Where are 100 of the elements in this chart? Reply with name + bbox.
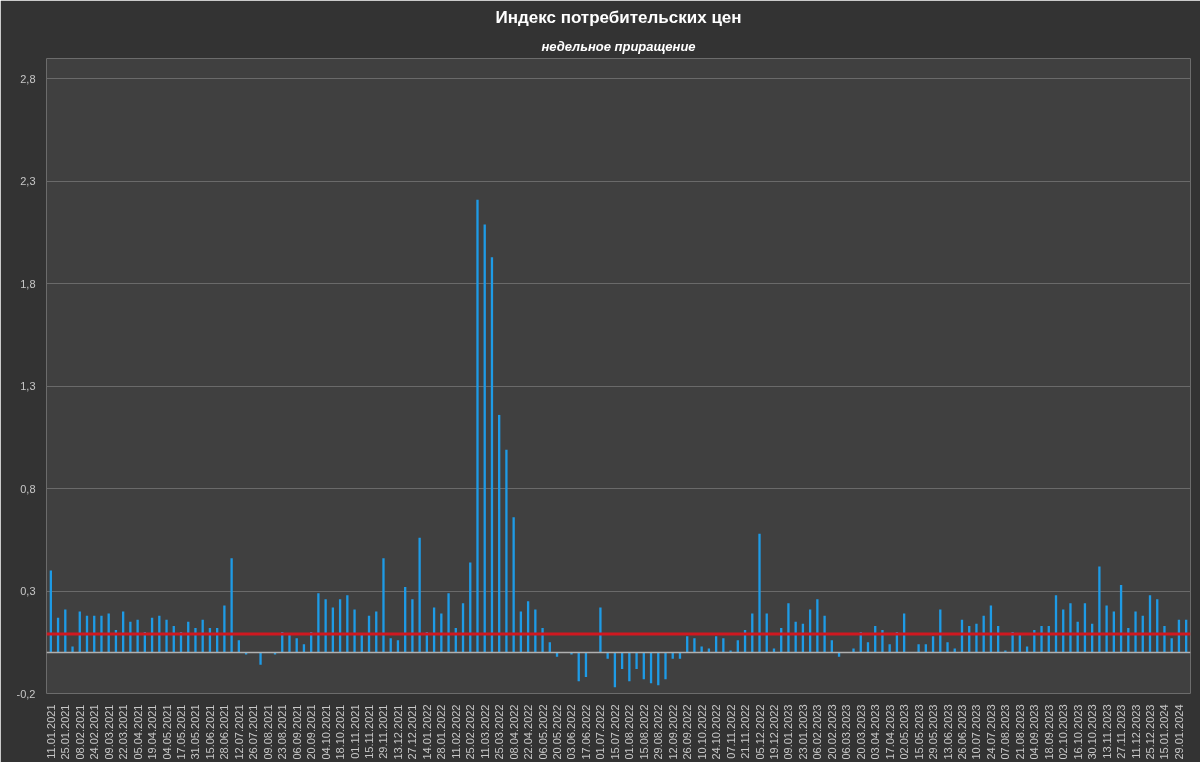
bar: [71, 646, 74, 653]
bar: [693, 638, 696, 653]
x-tick-label: 12.07.2021: [232, 704, 245, 760]
x-tick-label: 21.11.2022: [739, 704, 752, 759]
x-tick-label: 13.12.2021: [391, 704, 404, 760]
x-tick-label: 13.06.2023: [941, 704, 954, 760]
bar: [570, 652, 573, 655]
x-tick-label: 01.08.2022: [623, 704, 636, 760]
x-tick-label: 29.05.2023: [927, 704, 940, 760]
bar: [664, 652, 667, 680]
bar: [223, 605, 226, 653]
bar: [447, 593, 450, 653]
x-tick-label: 05.04.2021: [131, 704, 144, 760]
x-tick-label: 08.02.2021: [73, 704, 86, 760]
x-tick-label: 15.08.2022: [637, 704, 650, 760]
bar: [823, 615, 826, 653]
x-tick-label: 19.04.2021: [146, 704, 159, 760]
x-tick-label: 08.04.2022: [507, 704, 520, 760]
x-tick-label: 01.07.2022: [594, 704, 607, 760]
x-tick-label: 06.02.2023: [811, 704, 824, 760]
bar: [165, 619, 168, 653]
x-tick-label: 23.01.2023: [796, 704, 809, 760]
x-tick-label: 29.11.2021: [377, 704, 390, 759]
bar: [816, 599, 819, 653]
x-tick-label: 28.06.2021: [218, 704, 231, 760]
bar: [946, 642, 949, 653]
y-tick-label: 2,8: [20, 72, 36, 85]
x-tick-label: 19.12.2022: [767, 704, 780, 760]
x-tick-label: 20.09.2021: [305, 704, 318, 760]
bar: [628, 652, 631, 682]
bar: [787, 603, 790, 653]
x-tick-label: 07.08.2023: [999, 704, 1012, 760]
bar: [606, 652, 609, 659]
x-tick-label: 27.12.2021: [406, 704, 419, 760]
x-tick-label: 02.10.2023: [1057, 704, 1070, 760]
bar: [353, 609, 356, 653]
bar: [758, 533, 761, 653]
bar: [382, 558, 385, 653]
x-tick-label: 11.01.2021: [44, 704, 57, 759]
bar: [317, 593, 320, 653]
x-tick-label: 11.02.2022: [449, 704, 462, 759]
bar: [129, 621, 132, 653]
x-tick-label: 22.04.2022: [522, 704, 535, 760]
bar: [722, 638, 725, 653]
x-tick-label: 25.01.2021: [59, 704, 72, 760]
x-tick-label: 12.09.2022: [666, 704, 679, 760]
x-tick-label: 09.01.2023: [782, 704, 795, 760]
x-tick-label: 17.06.2022: [579, 704, 592, 760]
y-tick-label: -0,2: [16, 687, 36, 700]
x-tick-label: 06.05.2022: [536, 704, 549, 760]
x-tick-label: 03.06.2022: [565, 704, 578, 760]
x-tick-label: 17.05.2021: [175, 704, 187, 760]
bar: [852, 648, 855, 653]
x-tick-label: 30.10.2023: [1086, 704, 1099, 760]
x-tick-label: 15.06.2021: [203, 704, 216, 760]
x-tick-label: 29.08.2022: [652, 704, 665, 760]
chart-subtitle: недельное приращение: [541, 38, 696, 54]
x-tick-label: 11.03.2022: [478, 704, 491, 759]
x-tick-label: 20.03.2023: [854, 704, 867, 760]
bar: [259, 652, 262, 665]
x-tick-label: 01.11.2021: [348, 704, 361, 759]
bar: [476, 199, 479, 653]
x-tick-label: 10.10.2022: [695, 704, 708, 760]
x-tick-label: 22.03.2021: [117, 704, 130, 760]
x-tick-label: 18.10.2021: [334, 704, 347, 760]
x-tick-label: 20.02.2023: [825, 704, 838, 760]
x-tick-label: 03.04.2023: [869, 704, 882, 760]
x-tick-label: 04.05.2021: [160, 704, 173, 760]
bar: [100, 615, 103, 653]
chart-title: Индекс потребительских цен: [495, 7, 742, 27]
x-tick-label: 26.09.2022: [681, 704, 694, 760]
x-tick-label: 11.12.2023: [1129, 704, 1142, 759]
x-tick-label: 16.10.2023: [1071, 704, 1084, 760]
bar: [324, 599, 327, 653]
bar: [230, 558, 233, 653]
bar: [512, 517, 515, 653]
x-tick-label: 06.03.2023: [840, 704, 853, 760]
x-tick-label: 06.09.2021: [290, 704, 303, 760]
x-tick-label: 07.11.2022: [724, 704, 737, 759]
x-tick-label: 04.09.2023: [1028, 704, 1041, 760]
bar: [136, 619, 139, 653]
x-tick-label: 15.11.2021: [363, 704, 376, 759]
x-tick-label: 09.08.2021: [261, 704, 274, 760]
x-tick-label: 20.05.2022: [551, 704, 564, 760]
y-tick-label: 2,3: [20, 175, 36, 188]
bar: [1069, 603, 1072, 653]
bar: [1134, 611, 1137, 653]
x-tick-label: 18.09.2023: [1042, 704, 1055, 760]
x-tick-label: 27.11.2023: [1115, 704, 1128, 759]
x-tick-label: 24.02.2021: [88, 704, 101, 760]
x-tick-label: 02.05.2023: [898, 704, 911, 760]
x-tick-label: 29.01.2024: [1172, 704, 1185, 760]
x-tick-label: 25.02.2022: [464, 704, 477, 760]
x-tick-label: 24.10.2022: [710, 704, 723, 760]
x-tick-label: 10.07.2023: [970, 704, 983, 760]
bar: [635, 652, 638, 669]
x-tick-label: 26.06.2023: [955, 704, 968, 760]
x-tick-label: 15.01.2024: [1158, 704, 1171, 760]
bar: [1098, 566, 1101, 653]
x-tick-label: 24.07.2023: [984, 704, 997, 760]
